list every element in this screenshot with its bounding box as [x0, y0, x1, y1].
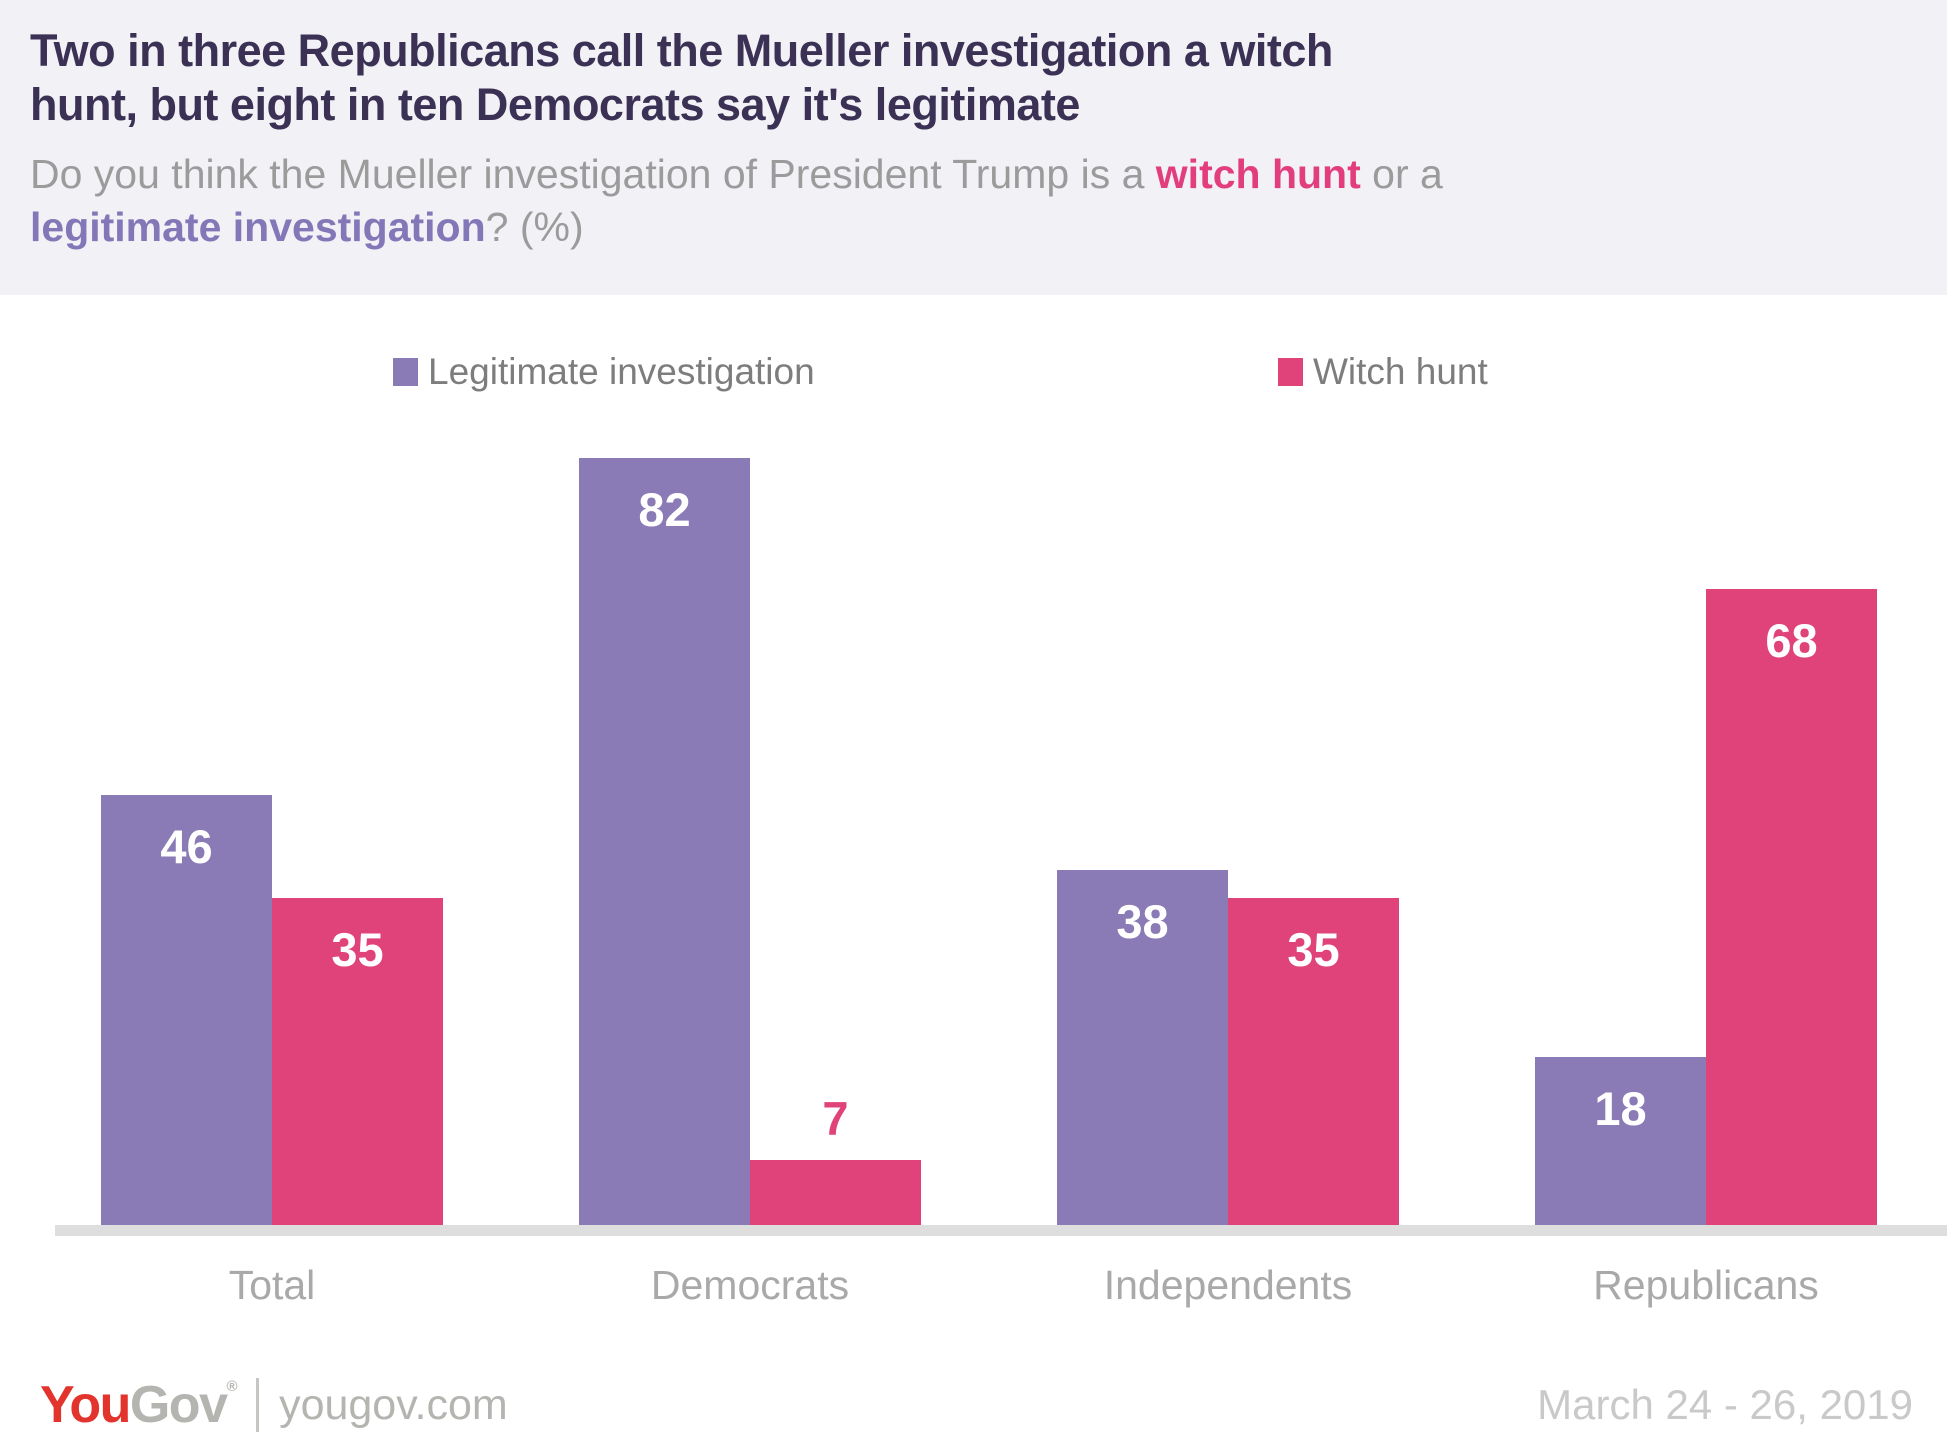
page-title: Two in three Republicans call the Muelle…	[30, 24, 1730, 132]
legend-item-legitimate-investigation[interactable]: Legitimate investigation	[393, 351, 815, 393]
bar-value-label: 35	[1287, 923, 1340, 976]
bar-group-democrats: 82 7	[579, 458, 921, 1225]
category-label-republicans: Republicans	[1593, 1262, 1819, 1308]
bar-value-label: 7	[822, 1092, 849, 1145]
bar-legitimate-investigation-independents[interactable]: 38	[1057, 870, 1228, 1225]
legend-label: Legitimate investigation	[428, 351, 815, 392]
logo-gov-text: Gov	[129, 1376, 228, 1434]
bar-group-independents: 38 35	[1057, 870, 1399, 1225]
bar-value-label: 38	[1116, 895, 1169, 948]
subtitle-suffix: ? (%)	[485, 204, 584, 251]
bar-group-total: 46 35	[101, 795, 443, 1225]
legend-label: Witch hunt	[1313, 351, 1488, 392]
bar-group-republicans: 18 68	[1535, 589, 1877, 1225]
bar-witch-hunt-total[interactable]: 35	[272, 898, 443, 1225]
title-line-2: hunt, but eight in ten Democrats say it'…	[30, 79, 1080, 130]
yougov-logo: YouGov®	[40, 1375, 238, 1435]
bar-witch-hunt-independents[interactable]: 35	[1228, 898, 1399, 1225]
bar-legitimate-investigation-democrats[interactable]: 82	[579, 458, 750, 1225]
category-axis: Total Democrats Independents Republicans	[0, 1262, 1947, 1309]
yougov-site-link[interactable]: yougov.com	[279, 1380, 508, 1429]
legend: Legitimate investigation Witch hunt	[0, 343, 1947, 405]
bar-value-label: 18	[1594, 1082, 1647, 1135]
subtitle-prefix: Do you think the Mueller investigation o…	[30, 151, 1156, 197]
legend-swatch-icon	[1278, 358, 1303, 386]
category-label-democrats: Democrats	[650, 1262, 850, 1308]
logo-divider	[256, 1378, 260, 1432]
chart-plot-area: 46 35 82 7 38 35 18 68	[0, 405, 1947, 1225]
fieldwork-date: March 24 - 26, 2019	[1537, 1381, 1913, 1428]
subtitle-witch-hunt-highlight: witch hunt	[1155, 151, 1361, 197]
bar-value-label: 82	[638, 483, 691, 536]
bar-legitimate-investigation-republicans[interactable]: 18	[1535, 1057, 1706, 1225]
chart-subtitle: Do you think the Mueller investigation o…	[30, 148, 1730, 255]
logo-you-text: You	[40, 1376, 131, 1434]
title-line-1: Two in three Republicans call the Muelle…	[30, 25, 1333, 76]
category-label-total: Total	[228, 1262, 316, 1308]
footer: YouGov® yougov.com March 24 - 26, 2019	[40, 1375, 1927, 1435]
bar-value-label: 68	[1765, 614, 1818, 667]
x-axis-line	[55, 1225, 1947, 1236]
bar-witch-hunt-republicans[interactable]: 68	[1706, 589, 1877, 1225]
category-label-independents: Independents	[1103, 1262, 1353, 1308]
bar-value-label: 46	[160, 820, 213, 873]
subtitle-legitimate-highlight: legitimate investigation	[30, 204, 486, 251]
header: Two in three Republicans call the Muelle…	[0, 0, 1947, 295]
bar-legitimate-investigation-total[interactable]: 46	[101, 795, 272, 1225]
registered-mark-icon: ®	[226, 1378, 238, 1395]
bar-value-label: 35	[331, 923, 384, 976]
bar-witch-hunt-democrats[interactable]: 7	[750, 1092, 921, 1225]
yougov-logo-lockup: YouGov® yougov.com	[40, 1375, 508, 1435]
subtitle-middle: or a	[1360, 151, 1443, 197]
legend-swatch-icon	[393, 358, 418, 386]
legend-item-witch-hunt[interactable]: Witch hunt	[1278, 351, 1488, 393]
